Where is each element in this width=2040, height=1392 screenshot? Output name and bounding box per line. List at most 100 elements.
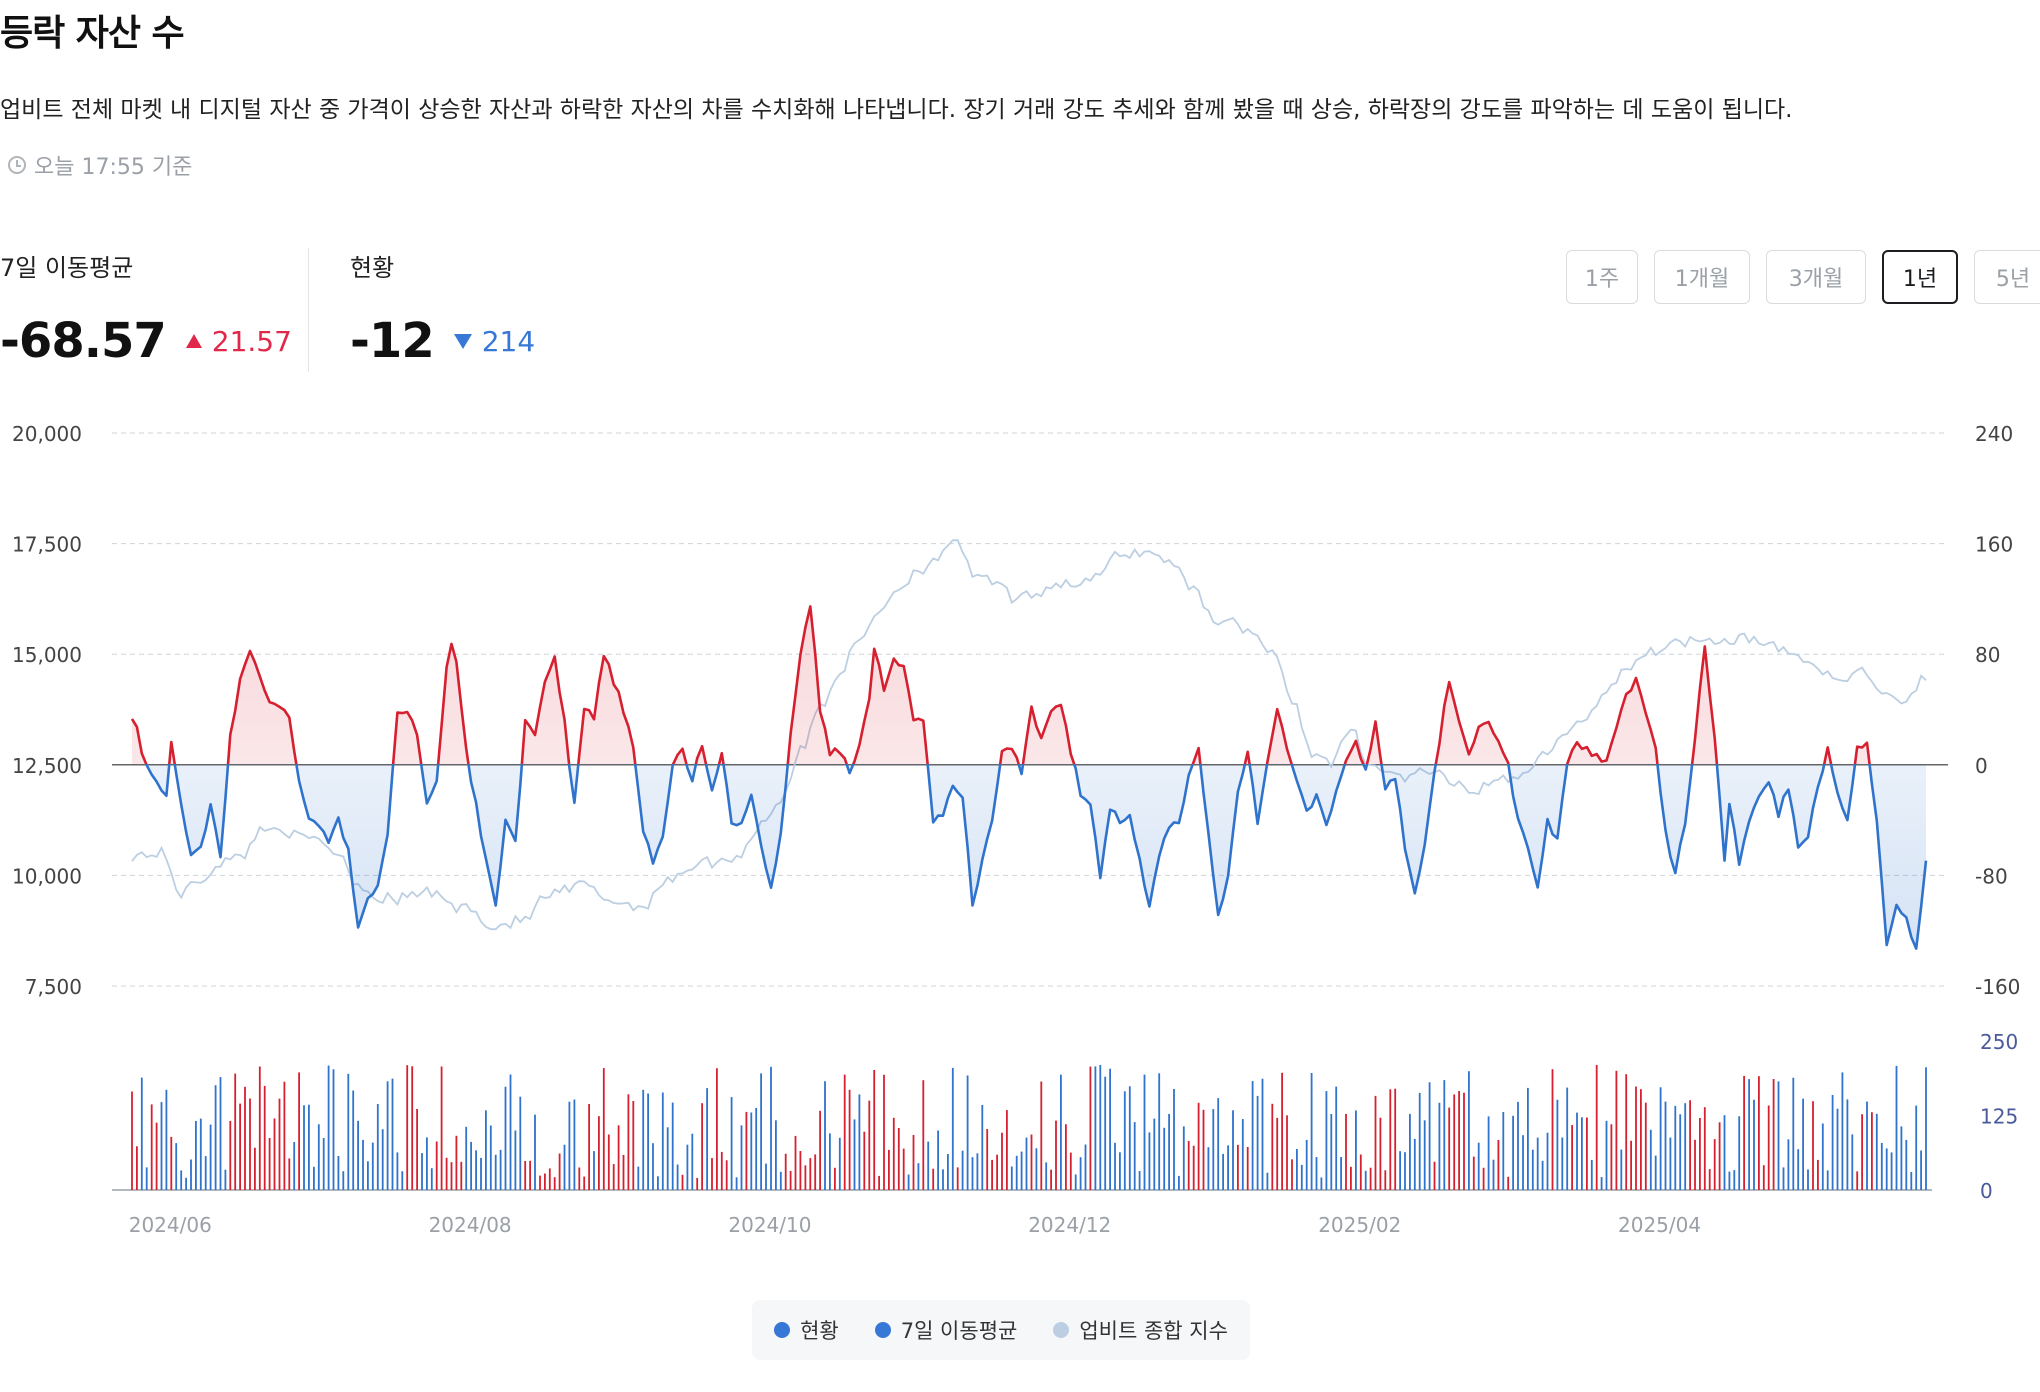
current-bar (1409, 1113, 1411, 1190)
current-bar (1006, 1110, 1008, 1190)
current-bar (883, 1074, 885, 1190)
bar-axis-tick-label: 0 (1980, 1179, 1993, 1203)
current-bar (1664, 1101, 1667, 1190)
current-bar (1084, 1144, 1087, 1190)
current-bar (1615, 1070, 1618, 1190)
current-bar (1546, 1132, 1549, 1190)
current-bar (799, 1151, 802, 1190)
current-bar (809, 1158, 812, 1190)
current-bar (1232, 1110, 1234, 1190)
current-bar (1527, 1087, 1529, 1190)
ma7-metric: 7일 이동평균 -68.57 21.57 (0, 248, 292, 369)
legend-item-index[interactable]: 업비트 종합 지수 (1053, 1315, 1228, 1345)
current-bar (951, 1067, 954, 1190)
current-bar (1797, 1149, 1800, 1190)
current-bar (1453, 1094, 1456, 1190)
current-bar (1463, 1092, 1465, 1190)
current-bar (1369, 1167, 1372, 1190)
current-bar (1817, 1159, 1819, 1190)
current-bar (917, 1163, 920, 1190)
current-bar (1772, 1079, 1775, 1190)
current-bar (504, 1086, 507, 1190)
x-axis-tick-label: 2024/12 (1028, 1213, 1111, 1237)
current-bar (170, 1136, 173, 1190)
current-bar (180, 1170, 183, 1190)
period-1m-button[interactable]: 1개월 (1654, 250, 1750, 304)
page-title: 등락 자산 수 (0, 13, 185, 54)
current-bar (1227, 1145, 1229, 1190)
current-value: -12 (350, 313, 435, 369)
current-bar (1438, 1102, 1441, 1190)
current-bar (1178, 1175, 1180, 1190)
current-bar (1512, 1115, 1514, 1190)
current-bar (804, 1165, 807, 1190)
period-selector: 1주 1개월 3개월 1년 5년 (1566, 250, 2040, 304)
current-bar (1851, 1134, 1854, 1190)
current-bar (612, 1164, 615, 1190)
legend-item-current[interactable]: 현황 (774, 1315, 839, 1345)
current-bar (519, 1096, 522, 1190)
left-axis-tick-label: 10,000 (12, 864, 82, 888)
period-1w-button[interactable]: 1주 (1566, 250, 1638, 304)
current-bar (907, 1174, 910, 1190)
current-bar (1315, 1157, 1318, 1190)
current-bar (268, 1138, 271, 1190)
right-axis-tick-label: 160 (1975, 533, 2013, 557)
current-bar (563, 1144, 566, 1190)
current-bar (1345, 1113, 1347, 1190)
current-bar (1104, 1076, 1107, 1190)
current-bar (1826, 1170, 1829, 1190)
current-bar (239, 1103, 241, 1190)
current-bar (568, 1101, 571, 1190)
current-bar (1482, 1167, 1485, 1190)
current-bar (1355, 1110, 1357, 1190)
current-metric: 현황 -12 214 (350, 248, 535, 369)
x-axis-tick-label: 2024/06 (129, 1213, 212, 1237)
legend-dot-icon (1053, 1322, 1070, 1338)
current-bar (1871, 1112, 1873, 1190)
legend-item-ma7[interactable]: 7일 이동평균 (874, 1315, 1017, 1345)
current-bar (1015, 1155, 1018, 1190)
current-bar (160, 1102, 163, 1190)
metric-divider (308, 248, 309, 372)
current-bar (1536, 1137, 1539, 1190)
triangle-down-icon (453, 333, 472, 349)
current-bar (1423, 1120, 1426, 1190)
current-bar (1325, 1091, 1328, 1190)
current-bar (1020, 1151, 1023, 1190)
current-bar (475, 1150, 477, 1190)
current-bar (834, 1167, 836, 1190)
current-bar (254, 1147, 256, 1190)
current-bar (588, 1104, 590, 1190)
current-bar (263, 1085, 266, 1190)
right-axis-tick-label: 240 (1975, 422, 2013, 446)
current-bar (1040, 1081, 1043, 1190)
current-bar (932, 1168, 935, 1190)
current-bar (1910, 1172, 1913, 1190)
current-bar (848, 1089, 851, 1190)
current-bar (942, 1169, 944, 1190)
period-1y-button[interactable]: 1년 (1882, 250, 1958, 304)
current-bar (593, 1151, 595, 1190)
current-bar (450, 1162, 453, 1190)
current-bar (1807, 1169, 1809, 1190)
current-bar (1487, 1116, 1490, 1190)
current-bar (1187, 1141, 1190, 1190)
current-bar (1251, 1081, 1254, 1190)
current-bar (622, 1154, 625, 1190)
current-bar (1448, 1107, 1451, 1190)
right-axis-tick-label: 80 (1975, 643, 2000, 667)
current-bar (485, 1110, 487, 1190)
period-3m-button[interactable]: 3개월 (1766, 250, 1866, 304)
current-bar (578, 1167, 581, 1190)
current-bar (1556, 1099, 1559, 1190)
current-bar (1679, 1114, 1682, 1190)
left-axis-tick-label: 17,500 (12, 533, 82, 557)
current-bar (1762, 1165, 1765, 1190)
current-bar (435, 1141, 438, 1190)
current-bar (770, 1066, 772, 1190)
current-bar (219, 1077, 222, 1190)
current-bar (1094, 1066, 1097, 1190)
period-5y-button[interactable]: 5년 (1974, 250, 2040, 304)
current-bar (1875, 1113, 1878, 1190)
